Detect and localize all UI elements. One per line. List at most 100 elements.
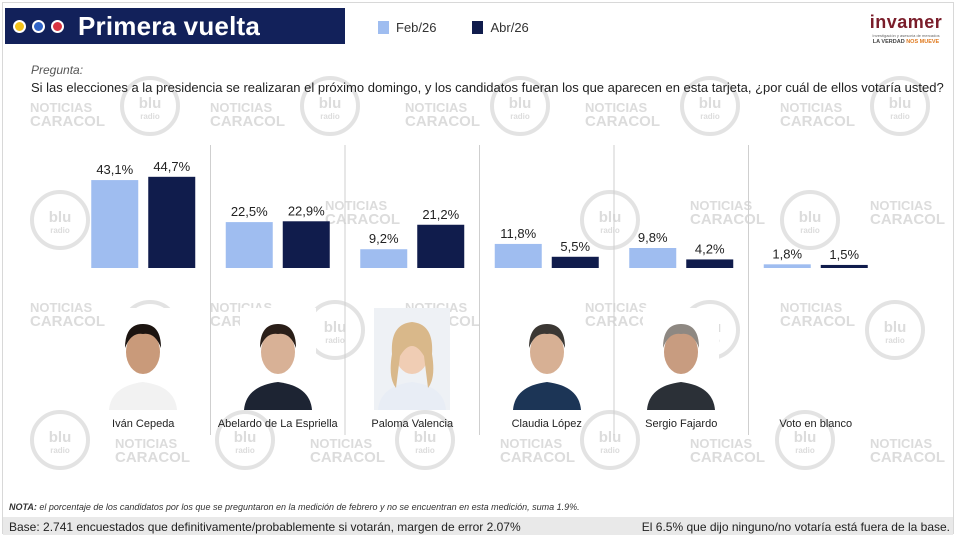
watermark-radio-b: radio [700,112,720,121]
watermark-brand-a: NOTICIAS [405,100,467,115]
candidate-photo [105,308,182,410]
watermark-brand-a: NOTICIAS [310,436,372,451]
watermark-brand-b: CARACOL [210,113,285,130]
note: NOTA: el porcentaje de los candidatos po… [9,502,580,512]
watermark-radio-a: blu [139,95,162,112]
blue-dot-icon [32,19,45,33]
data-label: 5,5% [560,239,590,254]
watermark-brand-b: CARACOL [585,113,660,130]
watermark-radio-b: radio [50,446,70,455]
candidate-name: Voto en blanco [779,418,853,430]
watermark-brand-a: NOTICIAS [500,436,562,451]
invamer-logo: invamer Investigación y asesoría de merc… [866,12,946,45]
data-label: 22,5% [231,204,268,219]
legend-swatch-abr [472,21,484,34]
watermark-brand-a: NOTICIAS [780,300,842,315]
legend-item-abr: Abr/26 [472,20,529,35]
blu-radio-watermark-icon [215,410,275,470]
watermark-radio-a: blu [799,209,822,226]
watermark-radio-a: blu [699,95,722,112]
watermark-brand-a: NOTICIAS [690,198,752,213]
watermark-radio-b: radio [235,446,255,455]
blu-radio-watermark-icon [580,410,640,470]
watermark-brand-a: NOTICIAS [690,436,752,451]
note-label: NOTA: [9,502,37,512]
candidate-name: Sergio Fajardo [645,418,718,430]
candidate-name: Abelardo de La Espriella [217,418,338,430]
legend-swatch-feb [378,21,389,34]
watermark-radio-b: radio [320,112,340,121]
candidate-name: Iván Cepeda [112,418,175,430]
logo-name: invamer [869,12,943,32]
watermark-radio-b: radio [325,336,345,345]
watermark-radio-a: blu [794,429,817,446]
watermark-radio-a: blu [599,429,622,446]
bar-feb [494,243,542,268]
candidate-photo [239,308,316,410]
excluded-text: El 6.5% que dijo ninguno/no votaría está… [641,520,950,534]
bar-abr [820,264,868,268]
red-dot-icon [51,19,64,33]
data-label: 1,5% [829,247,859,262]
watermark-radio-a: blu [234,429,257,446]
watermark-brand-b: CARACOL [30,313,105,330]
watermark-radio-b: radio [140,112,160,121]
watermark-radio-a: blu [49,209,72,226]
watermark-brand-b: CARACOL [310,449,385,466]
title-bar: Primera vuelta [5,8,345,44]
watermark-brand-a: NOTICIAS [585,100,647,115]
watermark-brand-b: CARACOL [870,211,945,228]
blu-radio-watermark-icon [680,76,740,136]
candidate-photo [508,308,585,410]
watermark-radio-b: radio [50,226,70,235]
logo-tagline: LA VERDAD NOS MUEVE [866,39,946,45]
bar-abr [282,221,330,268]
bar-feb [360,249,408,268]
candidate-photo [643,308,720,410]
data-label: 44,7% [153,159,190,174]
watermark-radio-b: radio [795,446,815,455]
blu-radio-watermark-icon [775,410,835,470]
logo-tagline-a: LA VERDAD [872,39,905,45]
watermark-brand-b: CARACOL [780,113,855,130]
watermark-brand-b: CARACOL [405,113,480,130]
data-label: 9,8% [638,230,668,245]
base-bar [3,517,953,535]
blu-radio-watermark-icon [490,76,550,136]
watermark-radio-b: radio [600,446,620,455]
legend-label-abr: Abr/26 [490,20,529,35]
blu-radio-watermark-icon [30,190,90,250]
watermark-radio-a: blu [49,429,72,446]
candidate-name: Claudia López [511,418,582,430]
bar-abr [551,256,599,268]
data-label: 4,2% [695,241,725,256]
bar-abr [148,176,196,268]
watermark-brand-b: CARACOL [325,211,400,228]
logo-tagline-b: NOS MUEVE [906,39,940,45]
watermark-radio-a: blu [884,319,907,336]
watermark-brand-b: CARACOL [690,211,765,228]
blu-radio-watermark-icon [865,300,925,360]
watermark-brand-a: NOTICIAS [325,198,387,213]
watermark-brand-b: CARACOL [780,313,855,330]
note-text: el porcentaje de los candidatos por los … [36,502,580,512]
watermark-brand-b: CARACOL [30,113,105,130]
watermark-radio-b: radio [600,226,620,235]
question-label: Pregunta: [31,63,84,77]
logo-subtitle: Investigación y asesoría de mercados [872,33,940,38]
watermark-radio-a: blu [889,95,912,112]
blu-radio-watermark-icon [580,190,640,250]
watermark-radio-a: blu [414,429,437,446]
blu-radio-watermark-icon [870,76,930,136]
watermark-brand-b: CARACOL [690,449,765,466]
blu-radio-watermark-icon [780,190,840,250]
data-label: 9,2% [369,231,399,246]
bar-abr [417,224,465,268]
legend-label-feb: Feb/26 [396,20,437,35]
data-label: 11,8% [500,226,536,241]
base-text: Base: 2.741 encuestados que definitivame… [9,520,521,534]
watermark-brand-a: NOTICIAS [30,300,92,315]
watermark-radio-a: blu [509,95,532,112]
watermark-brand-b: CARACOL [500,449,575,466]
